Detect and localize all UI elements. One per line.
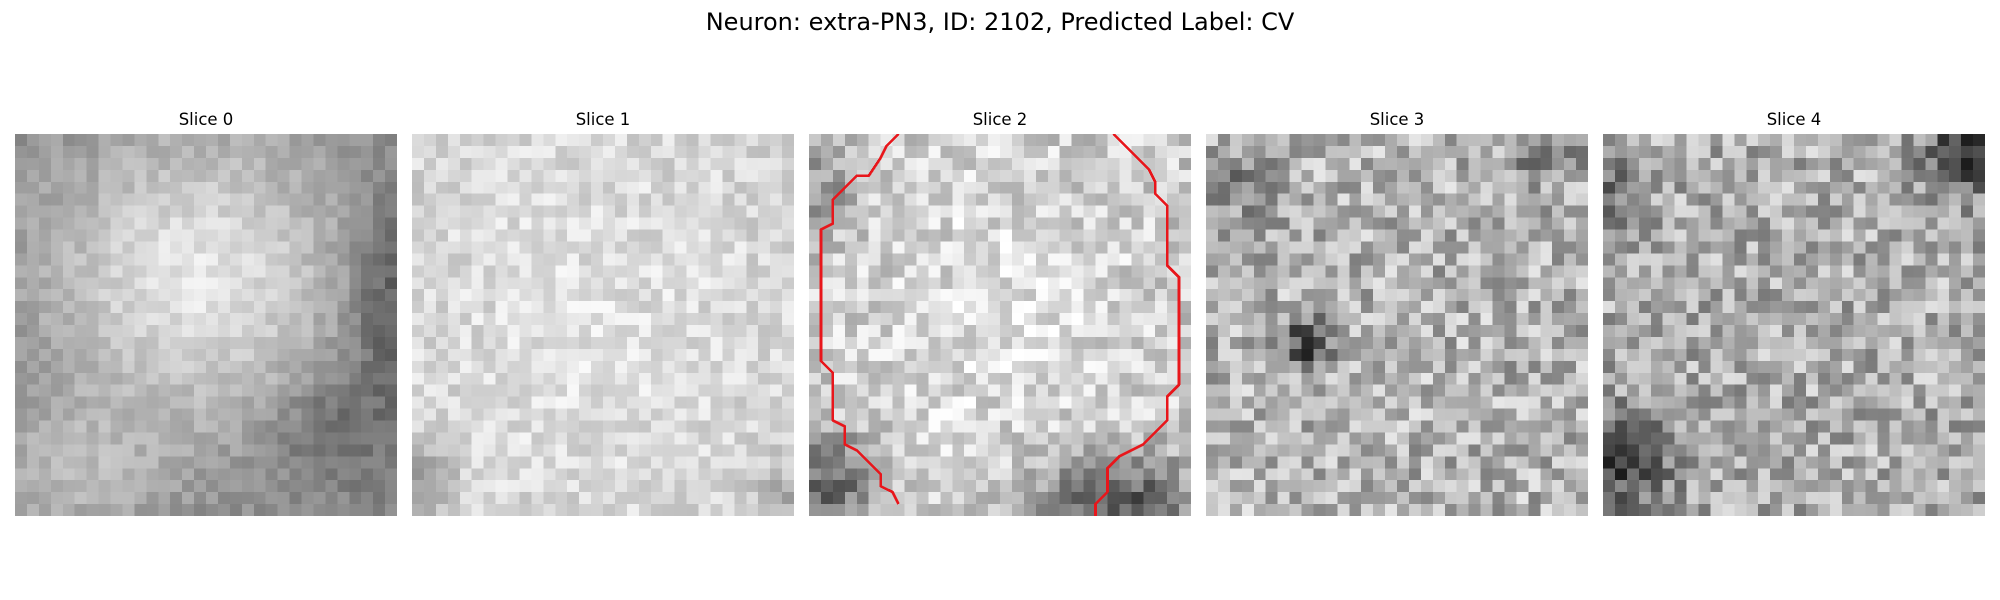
slice-0-image [15,134,397,516]
contour-right [1094,134,1181,516]
slice-4-image [1603,134,1985,516]
panel-title-slice-0: Slice 0 [178,110,234,129]
panel-title-slice-1: Slice 1 [575,110,631,129]
figure-title: Neuron: extra-PN3, ID: 2102, Predicted L… [705,8,1295,36]
slice-3-image [1206,134,1588,516]
panel-title-slice-2: Slice 2 [972,110,1028,129]
panel-title-slice-3: Slice 3 [1369,110,1425,129]
slice-1-image [412,134,794,516]
contour-left [819,134,900,505]
slice-2-image [809,134,1191,516]
panel-title-slice-4: Slice 4 [1766,110,1822,129]
